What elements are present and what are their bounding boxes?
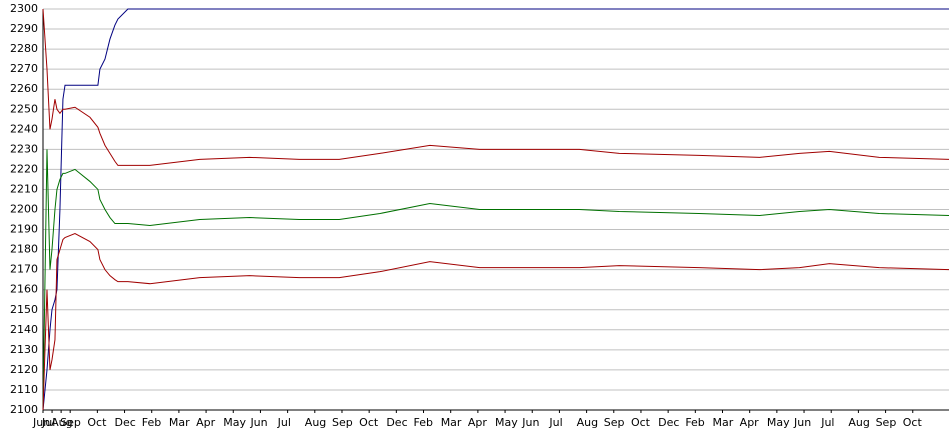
x-tick-label: Jun bbox=[793, 416, 811, 429]
y-tick-label: 2150 bbox=[10, 303, 38, 316]
series-line bbox=[42, 8, 949, 411]
x-tick-label: Mar bbox=[169, 416, 190, 429]
x-tick-label: Oct bbox=[631, 416, 651, 429]
y-tick-label: 2170 bbox=[10, 263, 38, 276]
x-tick-label: Jul bbox=[548, 416, 562, 429]
x-tick-label: Aug bbox=[51, 416, 72, 429]
x-tick-label: Jul bbox=[820, 416, 834, 429]
y-tick-label: 2110 bbox=[10, 383, 38, 396]
x-tick-label: Jul bbox=[277, 416, 291, 429]
y-tick-label: 2120 bbox=[10, 363, 38, 376]
y-tick-label: 2240 bbox=[10, 122, 38, 135]
x-tick-label: Apr bbox=[740, 416, 760, 429]
x-tick-label: Dec bbox=[115, 416, 136, 429]
series-line bbox=[42, 149, 950, 411]
y-tick-label: 2100 bbox=[10, 403, 38, 416]
x-tick-label: Aug bbox=[305, 416, 326, 429]
x-tick-label: Feb bbox=[685, 416, 704, 429]
x-tick-label: May bbox=[767, 416, 790, 429]
y-tick-label: 2160 bbox=[10, 283, 38, 296]
x-tick-label: Apr bbox=[468, 416, 488, 429]
x-tick-label: Oct bbox=[87, 416, 107, 429]
x-tick-label: Mar bbox=[713, 416, 734, 429]
x-tick-label: Feb bbox=[142, 416, 161, 429]
x-tick-label: Dec bbox=[386, 416, 407, 429]
x-tick-label: Feb bbox=[414, 416, 433, 429]
y-tick-label: 2250 bbox=[10, 102, 38, 115]
x-tick-label: Sep bbox=[60, 416, 81, 429]
y-tick-label: 2180 bbox=[10, 243, 38, 256]
x-tick-label: Dec bbox=[658, 416, 679, 429]
y-tick-label: 2280 bbox=[10, 42, 38, 55]
y-tick-label: 2270 bbox=[10, 62, 38, 75]
y-tick-label: 2210 bbox=[10, 182, 38, 195]
y-tick-label: 2300 bbox=[10, 2, 38, 15]
y-tick-label: 2220 bbox=[10, 162, 38, 175]
y-tick-label: 2200 bbox=[10, 203, 38, 216]
y-tick-label: 2230 bbox=[10, 142, 38, 155]
y-tick-label: 2190 bbox=[10, 223, 38, 236]
y-tick-label: 2140 bbox=[10, 323, 38, 336]
x-tick-label: Mar bbox=[441, 416, 462, 429]
y-tick-label: 2290 bbox=[10, 22, 38, 35]
x-tick-label: Oct bbox=[903, 416, 923, 429]
x-tick-label: Sep bbox=[604, 416, 625, 429]
x-tick-label: Aug bbox=[848, 416, 869, 429]
x-tick-label: Jun bbox=[249, 416, 267, 429]
y-tick-label: 2130 bbox=[10, 343, 38, 356]
x-tick-label: Oct bbox=[359, 416, 379, 429]
y-tick-label: 2260 bbox=[10, 82, 38, 95]
x-tick-label: Apr bbox=[196, 416, 216, 429]
x-tick-label: Jul bbox=[41, 416, 55, 429]
x-tick-label: Jun bbox=[521, 416, 539, 429]
x-tick-label: Sep bbox=[332, 416, 353, 429]
series-line bbox=[42, 233, 950, 411]
x-tick-label: Aug bbox=[577, 416, 598, 429]
x-tick-label: May bbox=[495, 416, 518, 429]
x-tick-label: May bbox=[223, 416, 246, 429]
x-tick-label: Sep bbox=[876, 416, 897, 429]
series-line bbox=[42, 8, 950, 166]
x-tick-label: Jun bbox=[32, 416, 50, 429]
